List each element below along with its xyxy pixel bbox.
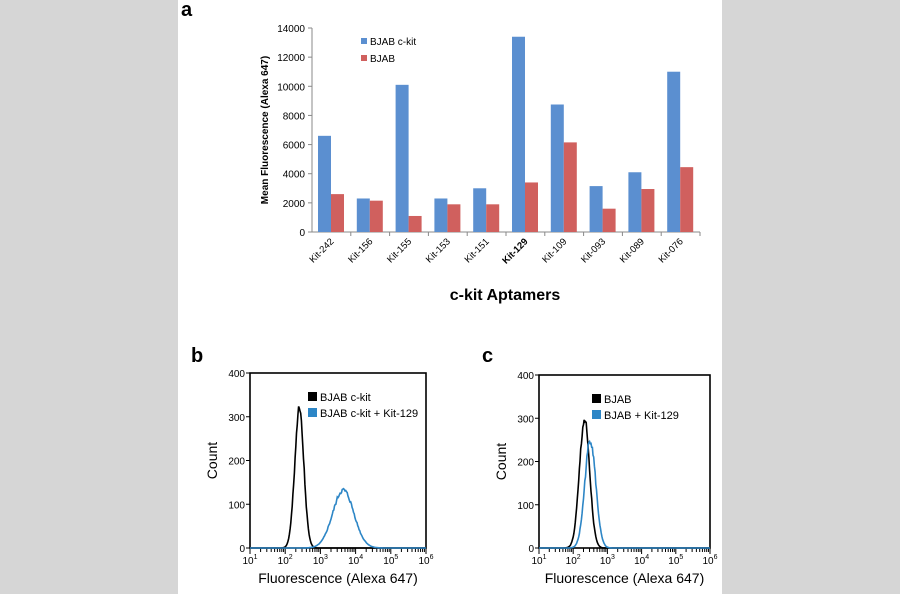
x-axis-label: c-kit Aptamers — [450, 287, 561, 304]
bar-bjab-c-kit — [473, 188, 487, 232]
y-tick-label: 300 — [228, 413, 245, 424]
bar-bjab-c-kit — [589, 186, 603, 232]
bar-bjab-c-kit — [550, 104, 564, 232]
histogram-bjab — [539, 419, 710, 549]
y-tick-label: 8000 — [283, 111, 306, 122]
panel-label-c: c — [482, 345, 493, 367]
bar-bjab — [563, 142, 577, 232]
x-tick-label: Kit-089 — [618, 236, 647, 265]
legend-swatch — [308, 408, 317, 417]
bar-bjab-c-kit — [434, 198, 448, 232]
legend-label: BJAB — [370, 54, 395, 65]
legend-label: BJAB c-kit + Kit-129 — [320, 408, 418, 420]
x-tick-label: 105 — [668, 554, 683, 567]
y-tick-label: 0 — [528, 544, 534, 555]
bar-bjab — [447, 204, 461, 232]
figure-panel — [178, 0, 722, 594]
bar-bjab-c-kit — [356, 198, 370, 232]
y-tick-label: 2000 — [283, 199, 306, 210]
legend-swatch — [592, 410, 601, 419]
x-tick-label: Kit-129 — [500, 236, 530, 266]
x-tick-label: 106 — [418, 554, 433, 567]
bar-bjab — [486, 204, 500, 232]
y-tick-label: 0 — [299, 228, 305, 239]
y-tick-label: 200 — [228, 457, 245, 468]
bar-bjab — [602, 208, 616, 232]
x-tick-label: Kit-076 — [657, 236, 686, 265]
x-tick-label: Kit-156 — [346, 236, 375, 265]
y-tick-label: 400 — [228, 369, 245, 380]
bar-bjab — [680, 167, 694, 232]
x-tick-label: Kit-109 — [540, 236, 569, 265]
y-axis-label: Count — [204, 442, 220, 479]
bar-bjab-c-kit — [318, 135, 331, 232]
x-tick-label: 103 — [600, 554, 615, 567]
legend-swatch — [361, 55, 367, 61]
x-tick-label: 103 — [313, 554, 328, 567]
y-tick-label: 14000 — [277, 24, 305, 35]
y-tick-label: 4000 — [283, 170, 306, 181]
y-axis-label: Count — [493, 443, 509, 480]
bar-bjab-c-kit — [395, 84, 409, 232]
y-tick-label: 100 — [228, 500, 245, 511]
x-tick-label: 104 — [634, 554, 649, 567]
y-tick-label: 200 — [517, 458, 534, 469]
x-tick-label: 106 — [702, 554, 717, 567]
y-tick-label: 12000 — [277, 53, 305, 64]
y-tick-label: 400 — [517, 371, 534, 382]
bar-bjab — [331, 194, 344, 232]
bar-bjab-c-kit — [512, 36, 525, 232]
x-tick-label: 102 — [566, 554, 581, 567]
x-tick-label: 101 — [531, 554, 546, 567]
bar-bjab — [408, 215, 422, 232]
bar-bjab — [641, 189, 655, 232]
x-tick-label: Kit-151 — [463, 236, 492, 265]
y-tick-label: 6000 — [283, 141, 306, 152]
legend-label: BJAB + Kit-129 — [604, 410, 679, 422]
y-axis-label: Mean Fluorescence (Alexa 647) — [260, 56, 271, 204]
y-tick-label: 100 — [517, 501, 534, 512]
x-tick-label: 102 — [278, 554, 293, 567]
x-tick-label: Kit-153 — [424, 236, 453, 265]
panel-label-b: b — [191, 345, 203, 367]
legend-label: BJAB c-kit — [370, 37, 416, 48]
x-axis-label: Fluorescence (Alexa 647) — [258, 570, 418, 586]
legend-swatch — [361, 38, 367, 44]
y-tick-label: 10000 — [277, 82, 305, 93]
x-tick-label: Kit-155 — [385, 236, 414, 265]
panel-label-a: a — [181, 0, 193, 21]
bar-bjab-c-kit — [667, 71, 681, 232]
x-tick-label: 101 — [242, 554, 257, 567]
y-tick-label: 0 — [239, 544, 245, 555]
bar-bjab — [369, 200, 383, 232]
legend-swatch — [308, 392, 317, 401]
histogram-bjab-c-kit — [250, 406, 426, 549]
x-axis-label: Fluorescence (Alexa 647) — [545, 570, 705, 586]
y-tick-label: 300 — [517, 414, 534, 425]
x-tick-label: Kit-242 — [307, 236, 336, 265]
x-tick-label: 105 — [383, 554, 398, 567]
x-tick-label: Kit-093 — [579, 236, 608, 265]
x-tick-label: 104 — [348, 554, 363, 567]
histogram-bjab-c-kit-kit-129 — [250, 487, 426, 549]
bar-bjab — [525, 182, 538, 232]
legend-label: BJAB c-kit — [320, 392, 371, 404]
legend-swatch — [592, 394, 601, 403]
bar-bjab-c-kit — [628, 172, 642, 232]
legend-label: BJAB — [604, 394, 632, 406]
histogram-bjab-kit-129 — [539, 439, 710, 549]
